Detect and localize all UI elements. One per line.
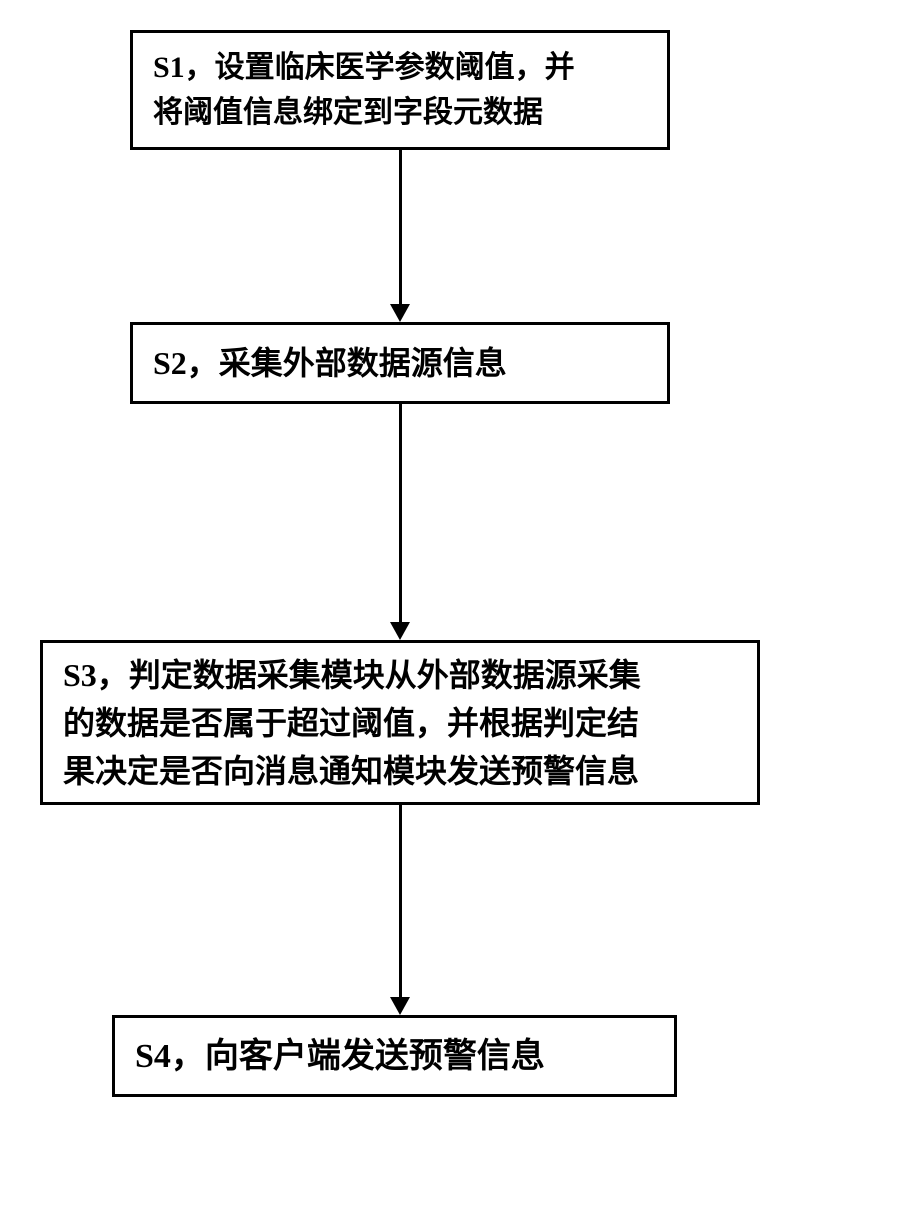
arrow-s2-s3-head: [390, 622, 410, 640]
arrow-s1-s2-line: [399, 150, 402, 304]
arrow-s3-s4-head: [390, 997, 410, 1015]
arrow-s3-s4-line: [399, 805, 402, 997]
flowchart-container: S1，设置临床医学参数阈值，并 将阈值信息绑定到字段元数据 S2，采集外部数据源…: [0, 0, 907, 1209]
flowchart-node-s4: S4，向客户端发送预警信息: [112, 1015, 677, 1097]
node-s4-text: S4，向客户端发送预警信息: [135, 1031, 545, 1082]
arrow-s2-s3-line: [399, 404, 402, 622]
flowchart-node-s2: S2，采集外部数据源信息: [130, 322, 670, 404]
arrow-s1-s2-head: [390, 304, 410, 322]
flowchart-node-s1: S1，设置临床医学参数阈值，并 将阈值信息绑定到字段元数据: [130, 30, 670, 150]
node-s2-text: S2，采集外部数据源信息: [153, 339, 507, 387]
flowchart-node-s3: S3，判定数据采集模块从外部数据源采集 的数据是否属于超过阈值，并根据判定结 果…: [40, 640, 760, 805]
node-s3-text: S3，判定数据采集模块从外部数据源采集 的数据是否属于超过阈值，并根据判定结 果…: [63, 651, 641, 795]
node-s1-text: S1，设置临床医学参数阈值，并 将阈值信息绑定到字段元数据: [153, 45, 575, 135]
